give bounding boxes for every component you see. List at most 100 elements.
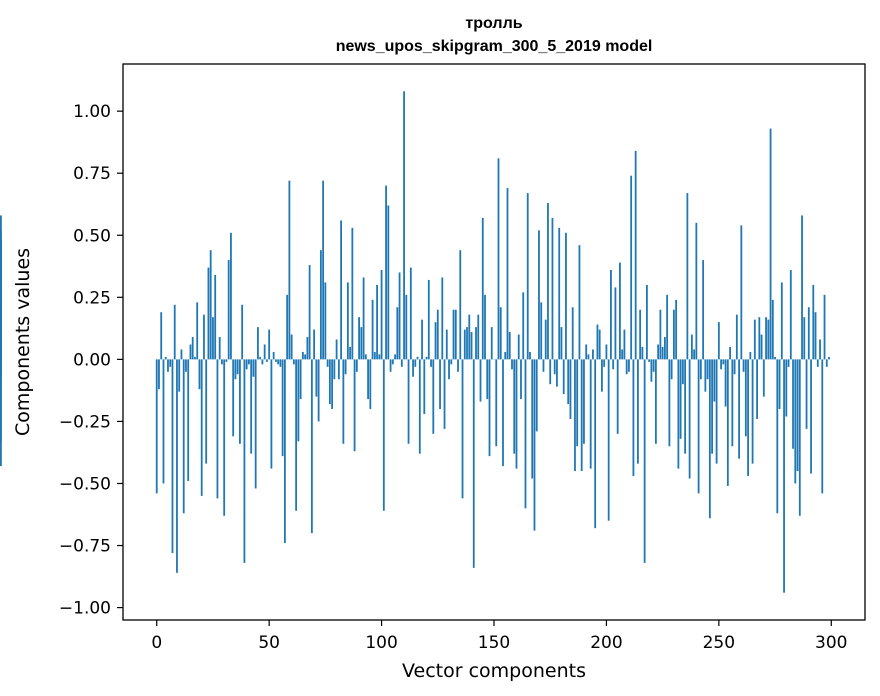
bar-251 xyxy=(720,359,722,370)
bar-221 xyxy=(652,359,655,372)
bar-236 xyxy=(686,193,689,360)
bar-99 xyxy=(378,354,381,360)
bar-20 xyxy=(200,359,203,496)
bar-110 xyxy=(403,91,405,360)
bar-39 xyxy=(243,359,246,563)
bar-120 xyxy=(425,356,428,360)
bar-177 xyxy=(553,359,556,375)
bar-190 xyxy=(583,359,585,444)
bar-283 xyxy=(792,359,794,449)
bar-249 xyxy=(715,359,718,464)
bar-158 xyxy=(511,359,513,370)
bar-274 xyxy=(771,299,774,360)
bar-208 xyxy=(623,329,626,360)
bar-210 xyxy=(628,359,630,372)
bar-286 xyxy=(798,359,801,516)
bar-72 xyxy=(317,359,320,422)
bar-232 xyxy=(677,359,680,469)
bar-174 xyxy=(547,203,549,360)
bar-289 xyxy=(805,359,808,429)
bar-12 xyxy=(182,359,185,514)
bar-109 xyxy=(400,359,403,367)
bar-30 xyxy=(223,359,226,516)
bar-256 xyxy=(731,359,734,447)
bar-151 xyxy=(495,359,498,447)
bar-60 xyxy=(290,334,293,360)
bar-63 xyxy=(297,359,300,442)
bars-group xyxy=(0,91,830,593)
bar-24 xyxy=(209,250,212,360)
bar-233 xyxy=(679,359,682,439)
bar-96 xyxy=(371,299,374,360)
bar-64 xyxy=(299,359,302,400)
y-axis-label: Components values xyxy=(12,248,34,436)
bar-53 xyxy=(275,359,277,362)
bar-21 xyxy=(203,314,205,360)
bar-46 xyxy=(259,356,262,360)
bar-178 xyxy=(556,359,558,387)
bar-38 xyxy=(241,304,244,360)
bar-undefined xyxy=(0,215,2,360)
bar-114 xyxy=(412,359,414,377)
bar-279 xyxy=(783,359,785,593)
bar-290 xyxy=(807,307,810,360)
bar-135 xyxy=(459,250,462,360)
bar-13 xyxy=(185,359,187,372)
chart-subtitle: news_upos_skipgram_300_5_2019 model xyxy=(336,38,653,55)
bar-57 xyxy=(283,359,286,544)
bar-23 xyxy=(207,267,210,360)
bar-139 xyxy=(468,314,471,360)
bar-74 xyxy=(322,180,325,360)
bar-130 xyxy=(448,359,450,380)
bar-195 xyxy=(594,359,597,529)
bar-201 xyxy=(607,359,610,521)
bar-87 xyxy=(351,227,354,360)
bar-15 xyxy=(189,344,192,360)
bar-186 xyxy=(574,359,576,472)
bar-143 xyxy=(477,314,480,360)
bar-261 xyxy=(742,359,745,372)
bar-49 xyxy=(266,359,268,362)
bar-199 xyxy=(603,359,606,367)
bar-213 xyxy=(634,150,637,360)
x-tick-label: 250 xyxy=(703,633,735,653)
bar-288 xyxy=(803,317,806,360)
bar-250 xyxy=(717,322,720,360)
bar-185 xyxy=(571,307,574,360)
bar-206 xyxy=(619,262,621,360)
bar-undefined xyxy=(0,356,2,360)
bar-220 xyxy=(650,359,653,382)
bar-157 xyxy=(508,332,511,360)
bar-227 xyxy=(666,294,669,360)
bar-166 xyxy=(529,351,531,360)
bar-273 xyxy=(769,128,772,360)
bar-182 xyxy=(565,232,567,360)
x-tick-label: 50 xyxy=(258,633,280,653)
bar-193 xyxy=(589,359,592,469)
bar-231 xyxy=(675,299,678,360)
bar-83 xyxy=(342,359,345,444)
bar-211 xyxy=(630,175,633,360)
y-tick-label: −0.50 xyxy=(59,474,111,494)
bar-122 xyxy=(430,359,432,367)
bar-254 xyxy=(726,359,729,486)
bar-106 xyxy=(394,354,396,360)
bar-11 xyxy=(180,349,183,360)
bar-9 xyxy=(176,359,178,573)
bar-247 xyxy=(711,359,713,454)
bar-6 xyxy=(169,359,172,367)
bar-235 xyxy=(684,359,687,454)
bar-31 xyxy=(225,359,228,362)
bar-67 xyxy=(306,337,309,360)
bar-100 xyxy=(380,270,383,360)
bar-56 xyxy=(281,359,284,457)
bar-202 xyxy=(610,270,612,360)
bar-44 xyxy=(254,359,257,489)
bar-241 xyxy=(697,359,700,494)
bar-277 xyxy=(778,359,781,410)
bar-76 xyxy=(326,359,329,367)
bar-252 xyxy=(722,359,725,365)
bar-58 xyxy=(286,294,289,360)
bar-285 xyxy=(796,359,799,472)
bar-222 xyxy=(654,359,657,444)
